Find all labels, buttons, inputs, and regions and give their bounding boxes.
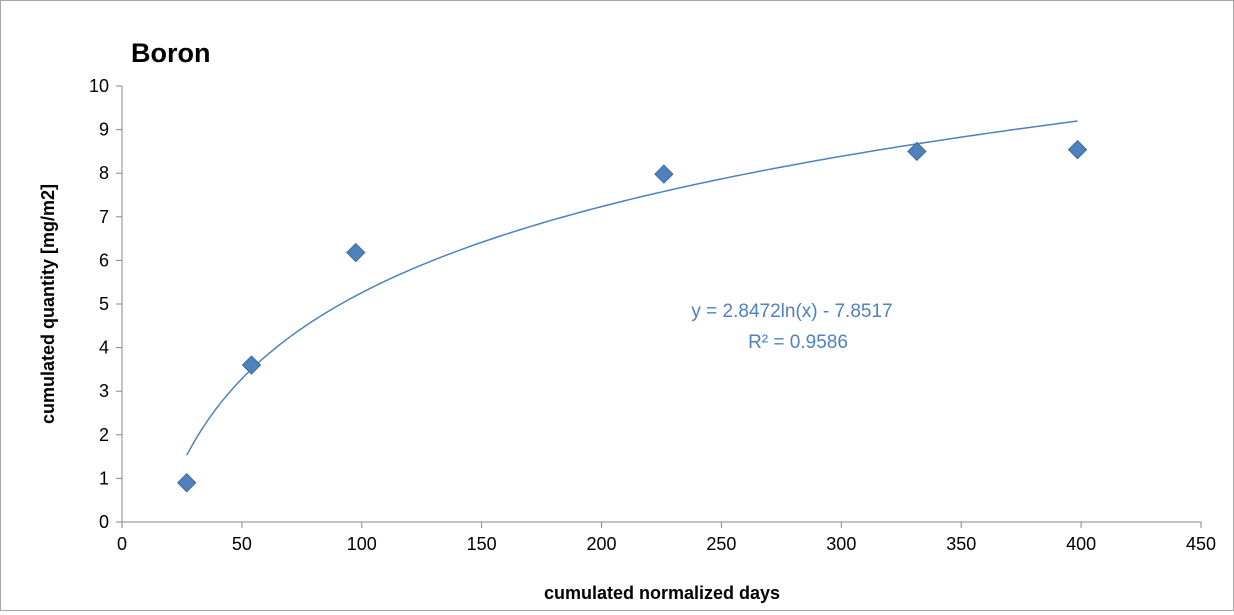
y-tick-label: 9 [99, 120, 109, 140]
axes [116, 85, 1202, 528]
data-point [654, 164, 674, 184]
y-tick-label: 3 [99, 381, 109, 401]
chart-title: Boron [131, 38, 210, 68]
data-point [1067, 139, 1088, 160]
trendline-layer [186, 120, 1078, 456]
y-tick-label: 2 [99, 425, 109, 445]
y-tick-label: 6 [99, 250, 109, 270]
x-tick-label: 450 [1186, 534, 1216, 554]
data-point [346, 242, 366, 263]
data-point [907, 141, 927, 162]
y-tick-label: 4 [99, 338, 109, 358]
y-tick-label: 0 [99, 512, 109, 532]
trendline [186, 120, 1078, 456]
y-tick-label: 1 [99, 468, 109, 488]
data-point [177, 473, 197, 493]
y-tick-label: 10 [89, 76, 109, 96]
x-tick-label: 150 [467, 534, 497, 554]
x-tick-label: 50 [232, 534, 252, 554]
x-tick-label: 100 [347, 534, 377, 554]
x-tick-label: 250 [706, 534, 736, 554]
trendline-r-squared: R² = 0.9586 [748, 332, 848, 353]
data-points [177, 139, 1088, 493]
x-axis-label: cumulated normalized days [544, 583, 780, 603]
x-tick-label: 350 [946, 534, 976, 554]
y-tick-label: 7 [99, 207, 109, 227]
data-point [241, 355, 262, 375]
x-tick-label: 0 [117, 534, 127, 554]
y-tick-label: 8 [99, 163, 109, 183]
y-axis-label: cumulated quantity [mg/m2] [38, 184, 58, 424]
x-tick-label: 200 [587, 534, 617, 554]
x-tick-label: 300 [826, 534, 856, 554]
x-tick-label: 400 [1066, 534, 1096, 554]
y-tick-label: 5 [99, 294, 109, 314]
trendline-equation: y = 2.8472ln(x) - 7.8517 [691, 301, 892, 322]
